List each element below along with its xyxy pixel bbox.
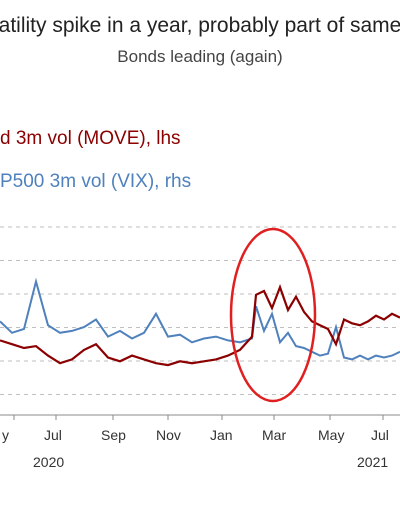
chart-subtitle: Bonds leading (again) xyxy=(117,47,283,66)
highlight-ellipse xyxy=(229,227,317,403)
gridlines xyxy=(0,226,400,395)
legend-vix: P500 3m vol (VIX), rhs xyxy=(0,171,191,192)
series-line-move xyxy=(0,284,400,367)
x-tick-label: Jul xyxy=(44,427,62,443)
x-year-label: 2021 xyxy=(357,454,388,470)
chart-title: atility spike in a year, probably part o… xyxy=(0,14,400,37)
series-line-vix xyxy=(0,277,400,361)
x-year-label: 2020 xyxy=(33,454,64,470)
x-axis-years: 2020 2021 xyxy=(33,454,388,470)
x-axis-ticks: y Jul Sep Nov Jan Mar May Jul xyxy=(2,415,389,443)
x-tick-label: Jan xyxy=(210,427,233,443)
x-tick-label: Sep xyxy=(101,427,126,443)
x-tick-label: May xyxy=(318,427,344,443)
x-tick-label: y xyxy=(2,427,9,443)
x-tick-label: Mar xyxy=(262,427,286,443)
x-tick-label: Jul xyxy=(371,427,389,443)
legend-move: d 3m vol (MOVE), lhs xyxy=(0,128,181,149)
x-tick-label: Nov xyxy=(156,427,181,443)
